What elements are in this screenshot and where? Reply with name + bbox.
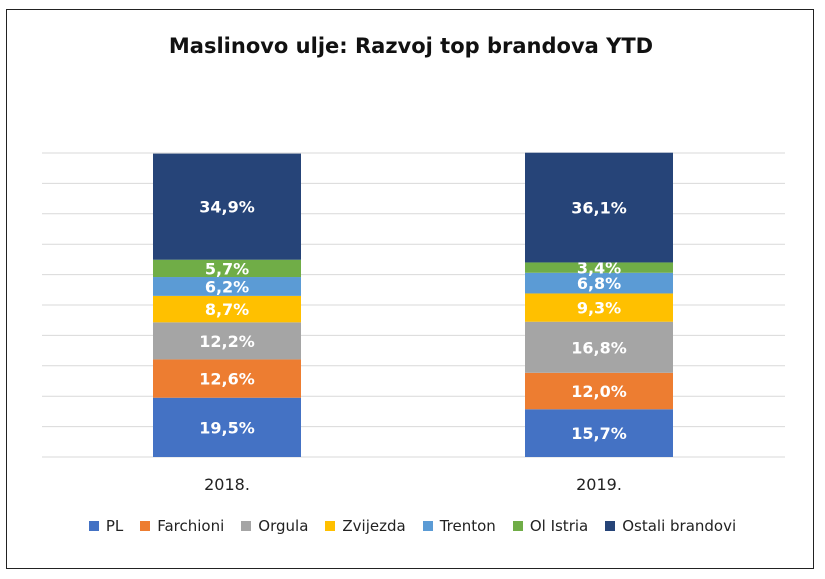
bar-segment xyxy=(153,259,301,278)
data-label: 5,7% xyxy=(205,259,249,278)
legend-label: Ostali brandovi xyxy=(622,517,737,535)
data-label: 19,5% xyxy=(199,418,255,437)
chart-legend: PL Farchioni Orgula Zvijezda Trenton Ol Istri… xyxy=(0,517,825,535)
bar-segment xyxy=(525,372,673,410)
legend-swatch xyxy=(140,521,151,531)
legend-label: PL xyxy=(105,517,124,535)
legend-label: Zvijezda xyxy=(342,517,406,535)
chart-frame: Maslinovo ulje: Razvoj top brandova YTD xyxy=(6,9,814,569)
bar-segment xyxy=(153,397,301,457)
bar-segment xyxy=(153,153,301,260)
data-label: 36,1% xyxy=(571,199,627,218)
data-label: 12,0% xyxy=(571,382,627,401)
legend-item: Zvijezda xyxy=(325,517,406,535)
legend-swatch xyxy=(512,521,523,531)
legend-label: Ol Istria xyxy=(529,517,589,535)
legend-swatch xyxy=(241,521,252,531)
category-label: 2019. xyxy=(576,475,622,494)
bar-segment xyxy=(525,321,673,373)
legend-item: Farchioni xyxy=(140,517,224,535)
bar-segment xyxy=(153,277,301,296)
data-label: 9,3% xyxy=(577,299,621,318)
bar-segment xyxy=(525,293,673,322)
data-label: 12,2% xyxy=(199,332,255,351)
data-label: 16,8% xyxy=(571,338,627,357)
data-label: 34,9% xyxy=(199,198,255,217)
legend-item: Ostali brandovi xyxy=(605,517,736,535)
legend-swatch xyxy=(605,521,616,531)
data-label: 8,7% xyxy=(205,300,249,319)
bar-segment xyxy=(525,152,673,263)
bar-segment xyxy=(153,322,301,360)
legend-label: Trenton xyxy=(439,517,496,535)
data-label: 12,6% xyxy=(199,370,255,389)
legend-item: Trenton xyxy=(422,517,496,535)
category-label: 2018. xyxy=(204,475,250,494)
legend-label: Orgula xyxy=(258,517,309,535)
legend-label: Farchioni xyxy=(157,517,225,535)
data-label: 6,2% xyxy=(205,277,249,296)
bar-segment xyxy=(525,272,673,294)
bar-segment xyxy=(153,359,301,398)
bar-segment xyxy=(153,295,301,323)
legend-swatch xyxy=(325,521,336,531)
data-label: 3,4% xyxy=(577,259,621,278)
chart-title: Maslinovo ulje: Razvoj top brandova YTD xyxy=(168,34,654,58)
bar-segment xyxy=(525,409,673,457)
legend-item: Orgula xyxy=(241,517,308,535)
data-label: 15,7% xyxy=(571,424,627,443)
legend-item: Ol Istria xyxy=(512,517,589,535)
data-label: 6,8% xyxy=(577,274,621,293)
legend-swatch xyxy=(422,521,433,531)
legend-swatch xyxy=(88,521,99,531)
legend-item: PL xyxy=(88,517,124,535)
bar-segment xyxy=(525,262,673,273)
